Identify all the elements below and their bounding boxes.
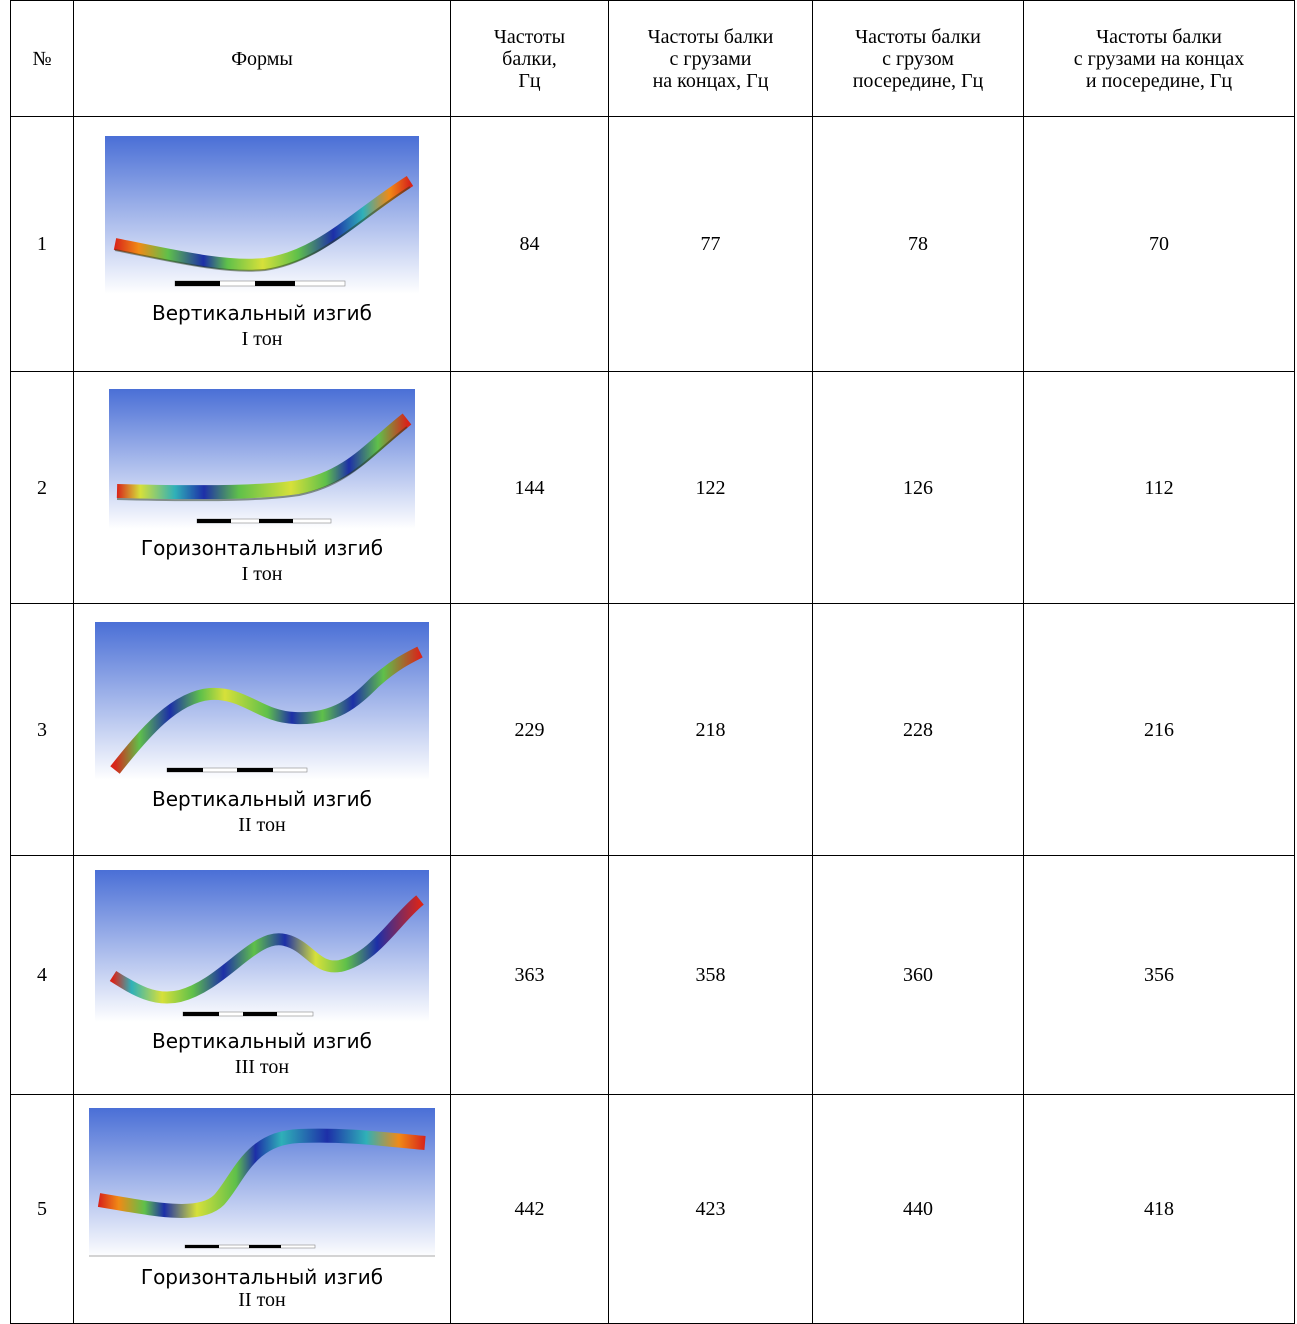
- header-number: №: [11, 1, 74, 117]
- shape-cell: Вертикальный изгиб II тон: [74, 604, 451, 856]
- end-mid-loads-frequency: 418: [1024, 1095, 1295, 1324]
- row-number: 3: [11, 604, 74, 856]
- tone-label: III тон: [152, 1054, 372, 1080]
- header-end-loads-frequencies: Частоты балки с грузами на концах, Гц: [609, 1, 813, 117]
- end-loads-frequency: 423: [609, 1095, 813, 1324]
- mode-shape-image: [95, 870, 429, 1022]
- row-number: 4: [11, 856, 74, 1095]
- beam-frequency: 84: [451, 117, 609, 372]
- end-loads-frequency: 77: [609, 117, 813, 372]
- tone-label: I тон: [152, 326, 372, 352]
- table-row: 3: [11, 604, 1295, 856]
- mode-shape-image: [95, 622, 429, 780]
- shape-type-label: Вертикальный изгиб: [152, 300, 372, 326]
- table-row: 5: [11, 1095, 1295, 1324]
- end-mid-loads-frequency: 356: [1024, 856, 1295, 1095]
- shape-cell: Вертикальный изгиб III тон: [74, 856, 451, 1095]
- end-loads-frequency: 358: [609, 856, 813, 1095]
- header-row: № Формы Частоты балки, Гц Частоты балки …: [11, 1, 1295, 117]
- beam-frequency: 442: [451, 1095, 609, 1324]
- header-mid-load-frequencies: Частоты балки с грузом посередине, Гц: [813, 1, 1024, 117]
- frequency-table: № Формы Частоты балки, Гц Частоты балки …: [10, 0, 1295, 1324]
- mid-load-frequency: 440: [813, 1095, 1024, 1324]
- beam-frequency: 144: [451, 372, 609, 604]
- end-mid-loads-frequency: 216: [1024, 604, 1295, 856]
- shape-type-label: Горизонтальный изгиб: [141, 535, 383, 561]
- table-row: 4: [11, 856, 1295, 1095]
- mode-shape-image: [105, 136, 419, 294]
- shape-cell: Горизонтальный изгиб I тон: [74, 372, 451, 604]
- shape-cell: Горизонтальный изгиб II тон: [74, 1095, 451, 1324]
- end-mid-loads-frequency: 112: [1024, 372, 1295, 604]
- mode-shape-image: [89, 1108, 435, 1258]
- end-loads-frequency: 122: [609, 372, 813, 604]
- mid-load-frequency: 126: [813, 372, 1024, 604]
- table-row: 2: [11, 372, 1295, 604]
- mid-load-frequency: 228: [813, 604, 1024, 856]
- tone-label: II тон: [152, 812, 372, 838]
- beam-frequency: 229: [451, 604, 609, 856]
- header-beam-frequencies: Частоты балки, Гц: [451, 1, 609, 117]
- beam-frequency: 363: [451, 856, 609, 1095]
- shape-type-label: Вертикальный изгиб: [152, 786, 372, 812]
- row-number: 5: [11, 1095, 74, 1324]
- header-end-mid-loads-frequencies: Частоты балки с грузами на концах и посе…: [1024, 1, 1295, 117]
- shape-type-label: Горизонтальный изгиб: [141, 1264, 383, 1290]
- tone-label: II тон: [141, 1290, 383, 1310]
- row-number: 2: [11, 372, 74, 604]
- shape-cell: Вертикальный изгиб I тон: [74, 117, 451, 372]
- header-shapes: Формы: [74, 1, 451, 117]
- mode-shape-image: [109, 389, 415, 529]
- end-mid-loads-frequency: 70: [1024, 117, 1295, 372]
- mid-load-frequency: 78: [813, 117, 1024, 372]
- row-number: 1: [11, 117, 74, 372]
- mid-load-frequency: 360: [813, 856, 1024, 1095]
- shape-type-label: Вертикальный изгиб: [152, 1028, 372, 1054]
- tone-label: I тон: [141, 561, 383, 587]
- table-row: 1: [11, 117, 1295, 372]
- end-loads-frequency: 218: [609, 604, 813, 856]
